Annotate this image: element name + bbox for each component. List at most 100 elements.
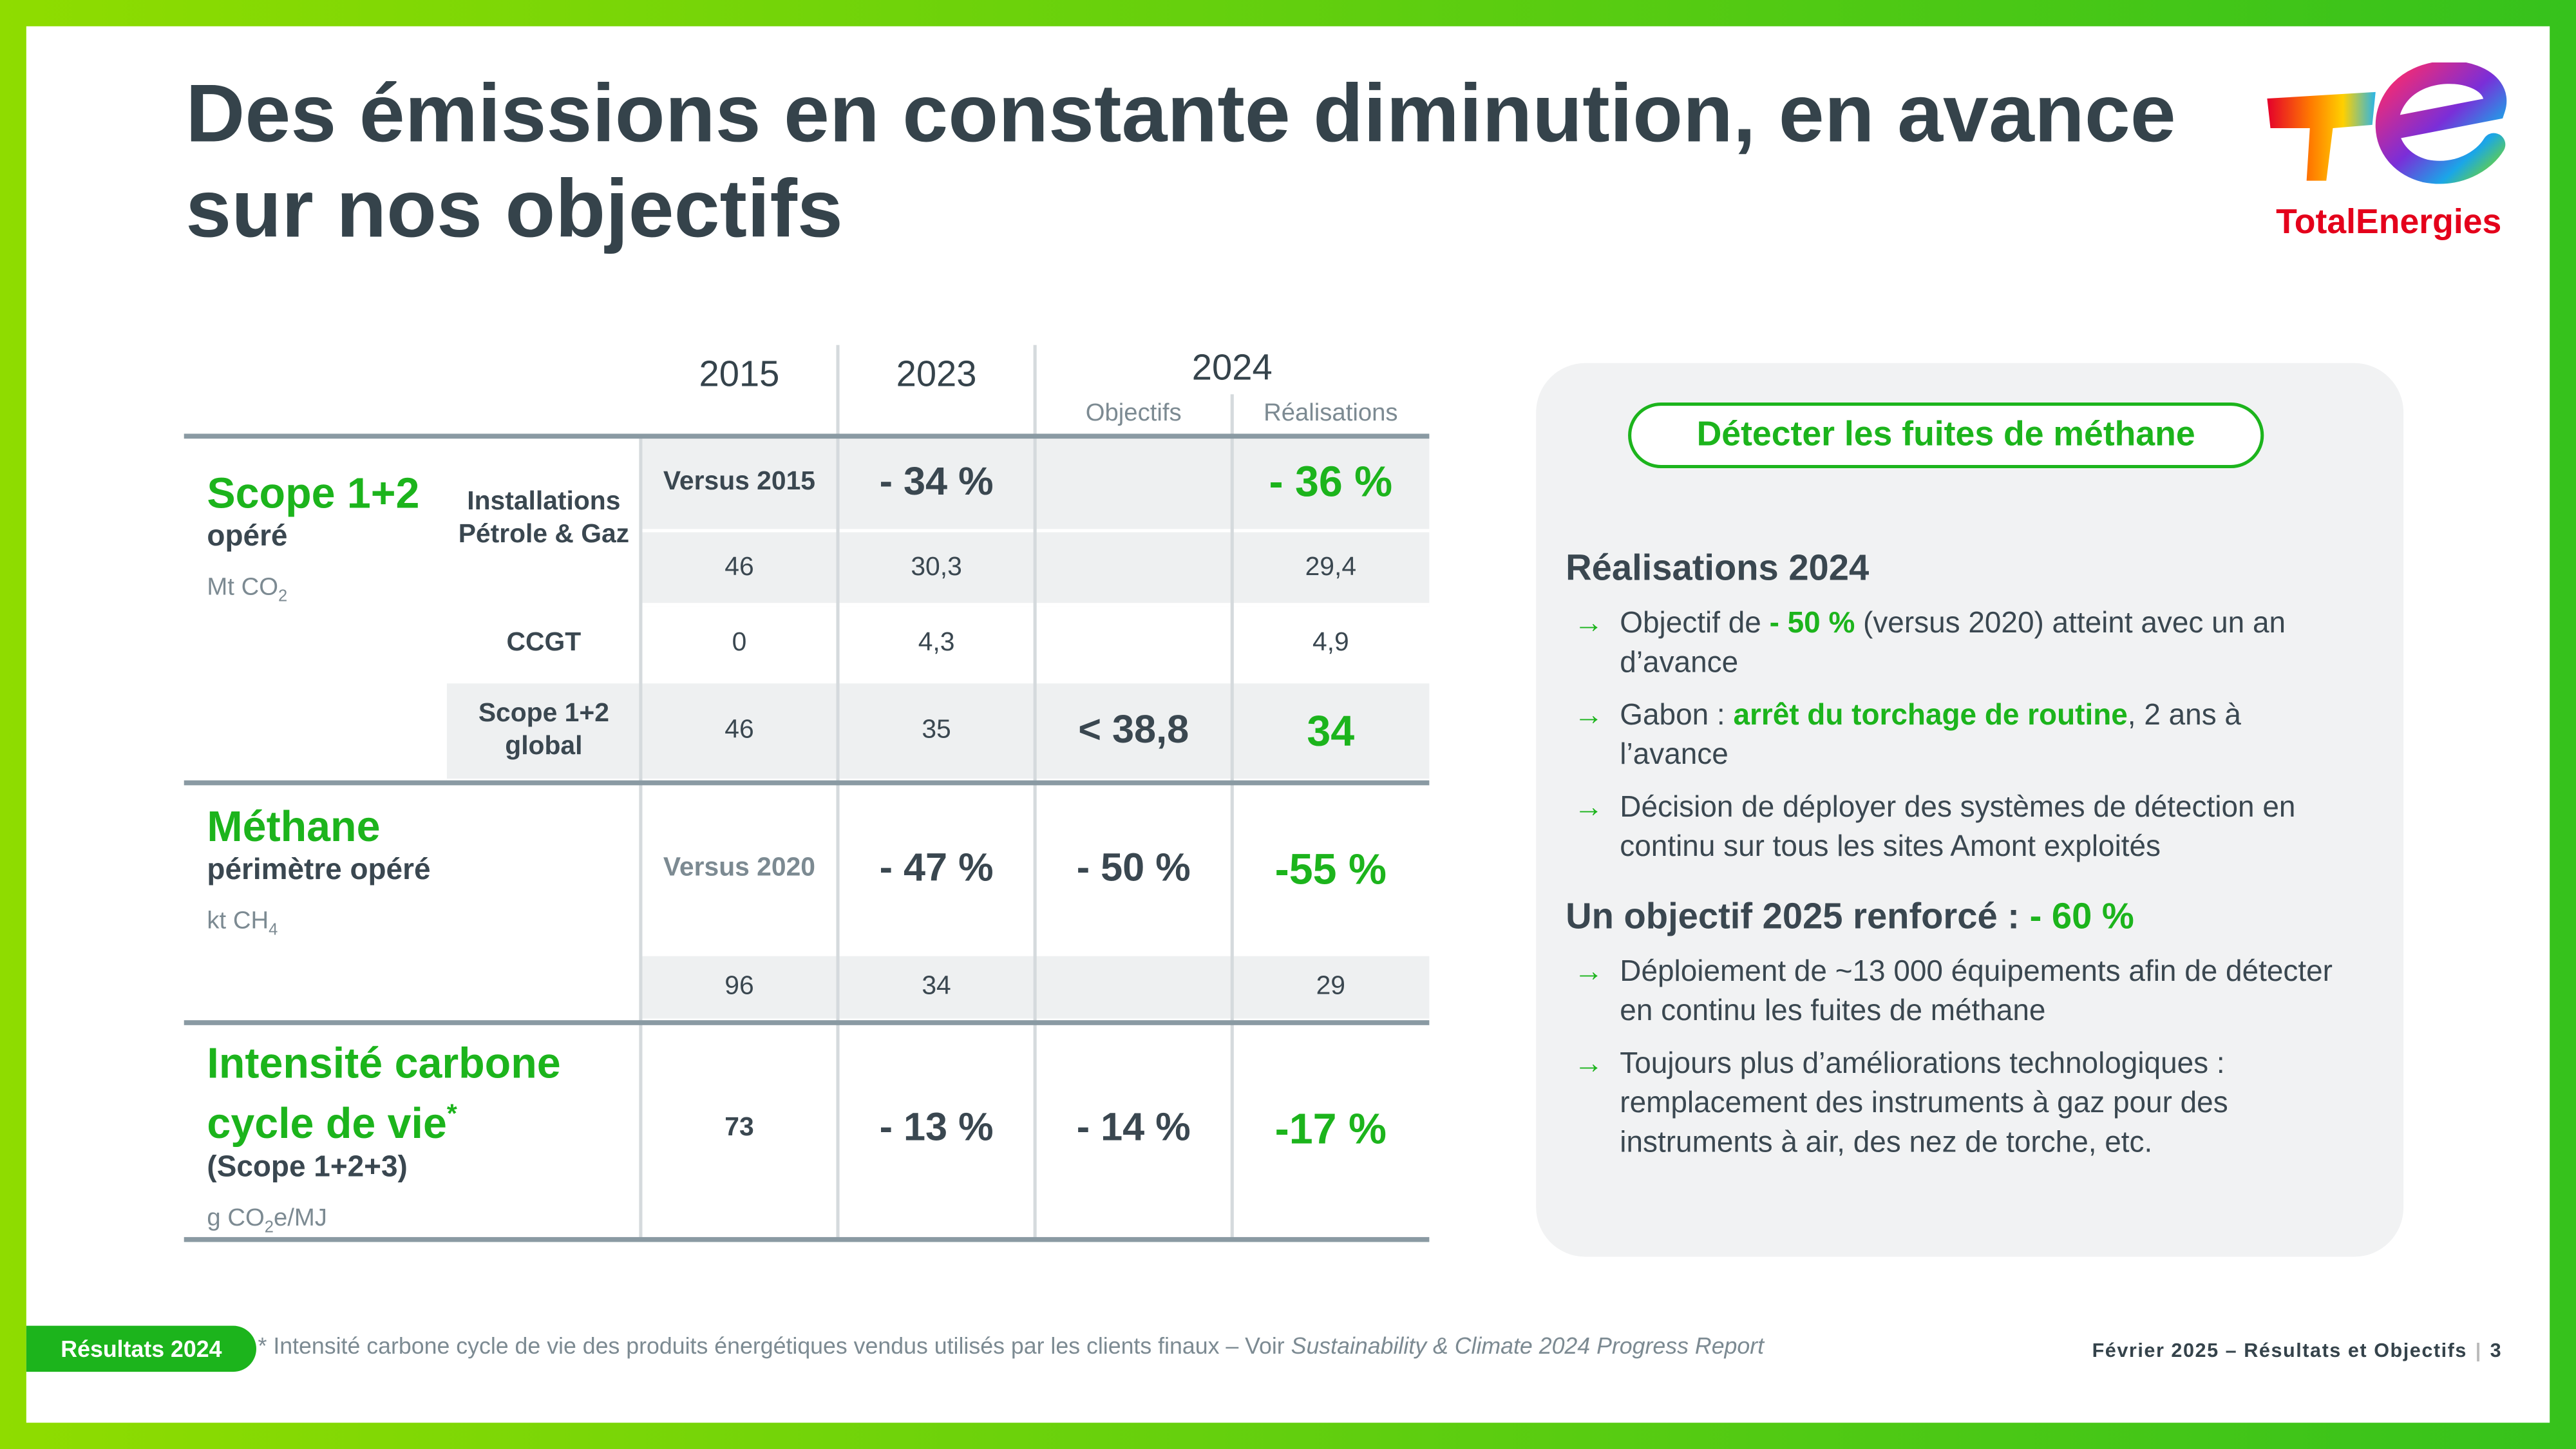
table-cell-empty <box>1035 435 1233 533</box>
bullet-segment: arrêt du torchage de routine <box>1733 698 2128 732</box>
bullet-text: Gabon : arrêt du torchage de routine, 2 … <box>1620 695 2354 773</box>
bullet-segment: (versus 2020) atteint avec un an d’avanc… <box>1620 606 2286 679</box>
section-label: Méthane périmètre opéré kt CH4 <box>207 802 618 940</box>
unit-sub: 4 <box>269 922 278 940</box>
table-cell: < 38,8 <box>1035 683 1233 782</box>
table-cell-empty <box>1035 532 1233 607</box>
table-cell: - 13 % <box>838 1022 1036 1239</box>
table-cell: 29,4 <box>1232 532 1430 607</box>
table-cell: -55 % <box>1232 785 1430 956</box>
heading-text: - 60 % <box>2029 895 2134 937</box>
table-cell: Versus 2015 <box>640 435 838 533</box>
section-unit: Mt CO2 <box>207 573 618 606</box>
subcolumn-header: Réalisations <box>1264 398 1398 426</box>
section-title: Scope 1+2 <box>207 468 420 518</box>
footer-date: Février 2025 – Résultats et Objectifs <box>2092 1339 2467 1362</box>
panel-heading: Réalisations 2024 <box>1566 547 2354 589</box>
table-cell: -17 % <box>1232 1022 1430 1239</box>
table-cell: 34 <box>838 956 1036 1022</box>
panel-tag: Détecter les fuites de méthane <box>1628 402 2264 469</box>
unit-text: Mt CO <box>207 573 278 601</box>
unit-sub: 2 <box>264 1218 274 1237</box>
table-cell: 46 <box>640 532 838 607</box>
row-divider <box>184 1236 1430 1242</box>
bullet-text: Toujours plus d’améliorations technologi… <box>1620 1043 2354 1162</box>
table-cell: 30,3 <box>838 532 1036 607</box>
slide-title: Des émissions en constante diminution, e… <box>185 67 2176 255</box>
unit-sub: 2 <box>278 588 288 607</box>
column-header: 2024 <box>1191 346 1273 388</box>
section-unit: kt CH4 <box>207 907 618 940</box>
footer-badge: Résultats 2024 <box>26 1325 256 1372</box>
panel-block: Un objectif 2025 renforcé : - 60 % → Déplo… <box>1566 895 2354 1161</box>
subcolumn-header: Objectifs <box>1085 398 1182 426</box>
column-divider <box>639 435 642 1239</box>
table-cell: - 14 % <box>1035 1022 1233 1239</box>
footnote-ref: Sustainability & Climate 2024 Progress R… <box>1291 1332 1765 1359</box>
table-cell: Versus 2020 <box>640 785 838 956</box>
bullet: → Gabon : arrêt du torchage de routine, 2… <box>1574 695 2354 773</box>
table-cell: 73 <box>640 1022 838 1239</box>
bullet-segment: Gabon : <box>1620 698 1734 732</box>
row-divider <box>184 780 1430 785</box>
row-label: Scope 1+2 global <box>446 683 641 782</box>
section-subtitle: périmètre opéré <box>207 852 431 886</box>
table-cell: - 36 % <box>1232 435 1430 533</box>
column-divider <box>836 345 839 1239</box>
logo: TotalEnergies <box>2267 62 2507 241</box>
bullet-segment: - 50 % <box>1769 606 1855 639</box>
section-title: Méthane <box>207 801 381 851</box>
row-divider <box>184 1020 1430 1025</box>
column-header: 2015 <box>699 353 780 395</box>
row-label: Installations Pétrole & Gaz <box>446 435 641 607</box>
bullet: → Décision de déployer des systèmes de dé… <box>1574 787 2354 866</box>
section-label: Scope 1+2 opéré Mt CO2 <box>207 468 618 606</box>
title-mark: * <box>446 1101 457 1129</box>
table-cell: - 50 % <box>1035 785 1233 956</box>
table-cell: 29 <box>1232 956 1430 1022</box>
footnote-text: * Intensité carbone cycle de vie des pro… <box>258 1332 1291 1359</box>
table-cell: 4,9 <box>1232 606 1430 684</box>
table-cell-empty <box>1035 956 1233 1022</box>
unit-tail: e/MJ <box>273 1204 327 1232</box>
section-title: Intensité carbone cycle de vie* <box>207 1038 561 1148</box>
bullet-arrow: → <box>1573 698 1604 732</box>
unit-text: kt CH <box>207 907 269 935</box>
table-cell: 0 <box>640 606 838 684</box>
bullet-segment: Décision de déployer des systèmes de dét… <box>1620 790 2296 863</box>
bullet-segment: Déploiement de ~13 000 équipements afin … <box>1620 954 2333 1027</box>
unit-text: g CO <box>207 1204 265 1232</box>
panel-body: Réalisations 2024 → Objectif de - 50 % (ve… <box>1566 547 2354 1191</box>
table-cell: 35 <box>838 683 1036 782</box>
table-cell: - 34 % <box>838 435 1036 533</box>
row-label: CCGT <box>446 606 641 684</box>
column-divider <box>1230 394 1233 1239</box>
bullet-segment: Toujours plus d’améliorations technologi… <box>1620 1046 2228 1159</box>
table-cell: 96 <box>640 956 838 1022</box>
table-cell: - 47 % <box>838 785 1036 956</box>
bullet-arrow: → <box>1573 790 1604 824</box>
section-subtitle: (Scope 1+2+3) <box>207 1149 408 1182</box>
bullet-text: Décision de déployer des systèmes de dét… <box>1620 787 2354 866</box>
column-header: 2023 <box>896 353 977 395</box>
bullet-arrow: → <box>1573 1046 1604 1080</box>
heading-text: Réalisations 2024 <box>1566 547 1870 589</box>
bullet-text: Objectif de - 50 % (versus 2020) atteint… <box>1620 603 2354 681</box>
table-cell: 46 <box>640 683 838 782</box>
logo-text: TotalEnergies <box>2276 203 2501 241</box>
bullet-segment: , 2 ans à l’avance <box>1620 698 2241 771</box>
heading-text: Un objectif 2025 renforcé : <box>1566 895 2030 937</box>
section-label: Intensité carbone cycle de vie* (Scope 1+… <box>207 1038 618 1236</box>
row-divider <box>184 433 1430 438</box>
table-cell: 4,3 <box>838 606 1036 684</box>
table-cell: 34 <box>1232 683 1430 782</box>
bullet: → Objectif de - 50 % (versus 2020) attein… <box>1574 603 2354 681</box>
footer-right: Février 2025 – Résultats et Objectifs | 3 <box>2092 1339 2503 1362</box>
section-unit: g CO2e/MJ <box>207 1204 618 1236</box>
panel-heading: Un objectif 2025 renforcé : - 60 % <box>1566 895 2354 938</box>
bullet: → Déploiement de ~13 000 équipements afin… <box>1574 951 2354 1030</box>
panel-block: Réalisations 2024 → Objectif de - 50 % (ve… <box>1566 547 2354 866</box>
bullet-arrow: → <box>1573 606 1604 639</box>
